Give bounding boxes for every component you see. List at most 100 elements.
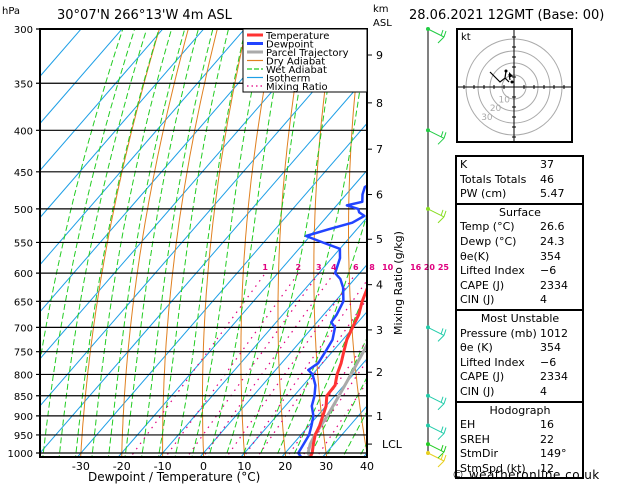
basic-index-value: 37 (540, 158, 554, 171)
hodo-index-value: 16 (540, 418, 554, 432)
mixing-ratio-axis-title: Mixing Ratio (g/kg) (392, 231, 405, 335)
dry-adiabat-line (593, 17, 629, 470)
hodo-index-label: SREH (460, 432, 490, 446)
hodo-index-row: StmSpd (kt) 12 (460, 462, 580, 477)
wet-adiabat-line (258, 39, 367, 457)
mu-index-row: CIN (J) 4 (460, 385, 580, 400)
hodo-index-value: 12 (540, 461, 554, 475)
mu-index-row: CAPE (J) 2334 (460, 370, 580, 385)
isotherm-line (158, 216, 367, 457)
mu-index-value: 354 (540, 341, 561, 355)
profiles (297, 184, 367, 457)
mixing-ratio-line (164, 272, 299, 457)
mu-index-value: 1012 (540, 326, 568, 340)
isotherm-line (40, 29, 367, 407)
surface-index-value: 4 (540, 293, 547, 307)
hodograph-title: Hodograph (489, 403, 551, 417)
mixing-ratio-label: 2 (296, 263, 302, 272)
surface-index-row: Lifted Index −6 (460, 264, 580, 279)
mu-index-value: 4 (540, 384, 547, 398)
mixing-ratio-label: 25 (438, 263, 450, 272)
surface-index-label: Lifted Index (460, 264, 525, 278)
mu-index-row: Pressure (mb) 1012 (460, 327, 580, 342)
isotherm-line (40, 29, 123, 125)
mixing-ratio-line (316, 381, 367, 457)
wet-adiabat-line (191, 29, 265, 457)
isotherm-line (76, 122, 367, 457)
wet-adiabat-line (225, 29, 310, 457)
dry-adiabat-line (162, 29, 218, 457)
dry-adiabat-line (80, 29, 160, 457)
mixing-ratio-label: 6 (353, 263, 359, 272)
legend-label: Isotherm (266, 74, 310, 85)
hodograph-ring-label: 20 (490, 104, 502, 114)
dry-adiabat-line (121, 29, 189, 457)
pressure-tick-label: 950 (14, 431, 33, 442)
basic-indices: K 37 Totals Totals 46 PW (cm) 5.47 (455, 155, 584, 203)
hodo-index-label: EH (460, 418, 476, 432)
mixing-ratio-label: 10 (382, 263, 394, 272)
pressure-tick-label: 550 (14, 238, 33, 249)
mixing-ratio-label: 3 (316, 263, 322, 272)
surface-index-label: Temp (°C) (460, 220, 515, 234)
mixing-ratio-label: 16 (410, 263, 422, 272)
dry-adiabat-line (202, 29, 247, 457)
mixing-ratio-label: 4 (331, 263, 337, 272)
hodo-index-label: StmSpd (kt) (460, 461, 526, 475)
hodograph-point (504, 69, 508, 73)
basic-index-label: PW (cm) (460, 187, 507, 201)
km-tick-label: LCL (382, 438, 403, 451)
km-tick-label: 1 (376, 410, 383, 423)
legend-label: Mixing Ratio (266, 82, 328, 93)
legend-label: Dry Adiabat (266, 57, 325, 68)
isotherm-line (240, 311, 367, 457)
most-unstable-title: Most Unstable (480, 311, 560, 325)
km-tick-label: 3 (376, 324, 383, 337)
pressure-tick-label: 350 (14, 79, 33, 90)
legend-label: Wet Adiabat (266, 65, 327, 76)
temperature-tick-label: 30 (319, 460, 333, 473)
surface-title: Surface (499, 205, 541, 219)
dewpoint-line (297, 184, 367, 457)
temperature-tick-label: -20 (113, 460, 131, 473)
mu-index-value: −6 (540, 355, 557, 369)
hodo-index-label: StmDir (460, 447, 499, 461)
storm-motion-marker (509, 72, 513, 78)
isotherm-line (199, 263, 367, 457)
surface-index-row: Temp (°C) 26.6 (460, 220, 580, 235)
mixing-ratio-label: 8 (369, 263, 375, 272)
wind-barb (427, 452, 447, 468)
pressure-tick-label: 1000 (8, 449, 33, 460)
km-tick-label: 8 (376, 97, 383, 110)
legend-box (242, 28, 368, 93)
basic-index-row: K 37 (460, 158, 580, 173)
hodo-index-value: 149° (540, 447, 567, 461)
isotherm-line (40, 29, 164, 172)
km-tick-label: 2 (376, 366, 383, 379)
hodo-index-row: EH 16 (460, 418, 580, 433)
datetime-title: 28.06.2021 12GMT (Base: 00) (409, 8, 604, 23)
km-tick-label: 9 (376, 49, 383, 62)
mu-index-label: CIN (J) (460, 384, 495, 398)
wet-adiabat-line (241, 29, 338, 457)
legend-label: Dewpoint (266, 40, 314, 51)
wind-barbs (426, 27, 447, 468)
wet-adiabat-line (42, 29, 136, 457)
km-label: km (373, 4, 389, 15)
wet-adiabat-line (141, 29, 214, 457)
dry-adiabat-line (622, 17, 629, 470)
pressure-tick-label: 900 (14, 412, 33, 423)
surface-index-row: Dewp (°C) 24.3 (460, 235, 580, 250)
surface-index-value: −6 (540, 264, 557, 278)
pressure-tick-label: 650 (14, 297, 33, 308)
wet-adiabat-line (292, 287, 367, 457)
basic-index-label: K (460, 158, 468, 171)
wet-adiabat-line (208, 29, 286, 457)
isotherm-line (40, 29, 327, 360)
mu-index-row: Lifted Index −6 (460, 356, 580, 371)
surface-index-row: CIN (J) 4 (460, 293, 580, 308)
basic-index-row: PW (cm) 5.47 (460, 187, 580, 202)
wind-barb (427, 395, 447, 411)
temperature-tick-label: -30 (72, 460, 90, 473)
